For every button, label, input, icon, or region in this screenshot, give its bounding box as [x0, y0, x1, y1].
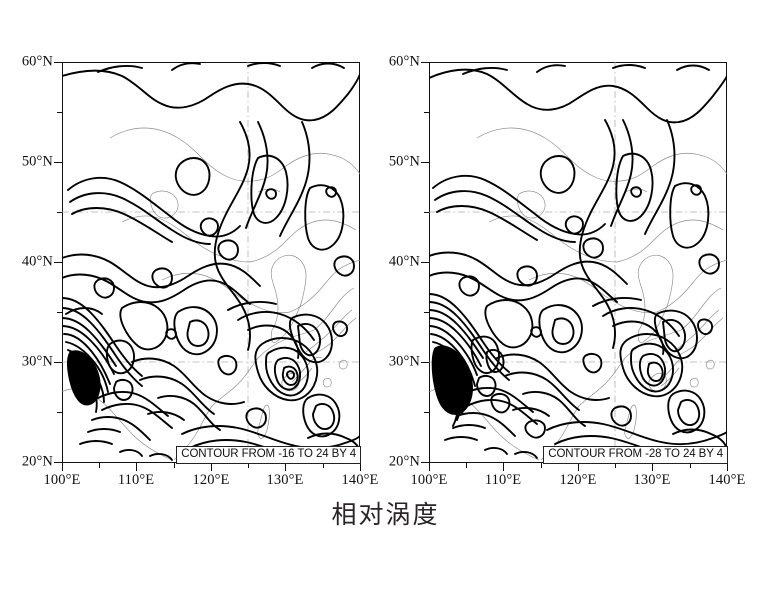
x-tick-130 — [285, 463, 286, 471]
y-axis-label-40: 40°N — [388, 253, 420, 270]
x-axis-label-140: 140°E — [708, 472, 746, 488]
y-axis-label-50: 50°N — [388, 153, 420, 170]
contour-caption-right: CONTOUR FROM -28 TO 24 BY 4 — [543, 446, 728, 464]
x-tick-105 — [466, 463, 467, 468]
x-tick-110 — [136, 463, 137, 471]
figure-title: 相对涡度 — [331, 500, 440, 529]
y-tick-40 — [54, 262, 62, 263]
x-tick-140 — [727, 463, 728, 471]
y-tick-25 — [424, 412, 429, 413]
y-axis-label-30: 30°N — [21, 353, 53, 370]
coastline-left — [62, 127, 360, 463]
map-plot-left — [62, 62, 360, 463]
x-tick-135 — [690, 463, 691, 468]
x-tick-100 — [62, 463, 63, 471]
x-tick-115 — [541, 463, 542, 468]
x-tick-125 — [248, 463, 249, 468]
x-tick-140 — [360, 463, 361, 471]
y-tick-30 — [421, 362, 429, 363]
x-tick-130 — [652, 463, 653, 471]
y-tick-55 — [424, 112, 429, 113]
y-tick-45 — [57, 212, 62, 213]
y-tick-50 — [421, 162, 429, 163]
y-axis-label-40: 40°N — [21, 253, 53, 270]
contour-panel-left: 60°N 50°N 40°N 30°N 20°N 100°E 110°E 120… — [22, 54, 379, 489]
y-axis-label-60: 60°N — [21, 53, 53, 70]
x-axis-label-140: 140°E — [341, 472, 379, 488]
y-tick-35 — [424, 312, 429, 313]
y-tick-50 — [54, 162, 62, 163]
y-axis-label-50: 50°N — [21, 153, 53, 170]
y-tick-55 — [57, 112, 62, 113]
y-tick-60 — [54, 62, 62, 63]
x-tick-100 — [429, 463, 430, 471]
y-tick-35 — [57, 312, 62, 313]
y-tick-45 — [424, 212, 429, 213]
y-tick-60 — [421, 62, 429, 63]
x-axis-label-130: 130°E — [266, 472, 304, 488]
x-tick-115 — [174, 463, 175, 468]
gridlines-left — [62, 62, 360, 463]
x-axis-label-100: 100°E — [410, 472, 448, 488]
map-plot-right — [429, 62, 727, 463]
y-tick-20 — [54, 462, 62, 463]
y-tick-20 — [421, 462, 429, 463]
x-axis-label-100: 100°E — [43, 472, 81, 488]
x-axis-label-120: 120°E — [559, 472, 597, 488]
y-axis-label-30: 30°N — [388, 353, 420, 370]
x-tick-125 — [615, 463, 616, 468]
contour-lines-left — [62, 62, 360, 461]
y-tick-25 — [57, 412, 62, 413]
y-axis-label-20: 20°N — [21, 453, 53, 470]
x-tick-110 — [503, 463, 504, 471]
contour-caption-left: CONTOUR FROM -16 TO 24 BY 4 — [176, 446, 361, 464]
y-axis-label-60: 60°N — [388, 53, 420, 70]
y-axis-label-20: 20°N — [388, 453, 420, 470]
contour-panel-right: 60°N 50°N 40°N 30°N 20°N 100°E 110°E 120… — [389, 54, 746, 489]
y-tick-40 — [421, 262, 429, 263]
x-tick-120 — [578, 463, 579, 471]
contour-lines-right — [429, 64, 727, 459]
y-tick-30 — [54, 362, 62, 363]
x-tick-105 — [99, 463, 100, 468]
x-tick-120 — [211, 463, 212, 471]
x-axis-label-110: 110°E — [117, 472, 155, 488]
x-axis-label-120: 120°E — [192, 472, 230, 488]
x-axis-label-110: 110°E — [484, 472, 522, 488]
x-tick-135 — [323, 463, 324, 468]
x-axis-label-130: 130°E — [633, 472, 671, 488]
